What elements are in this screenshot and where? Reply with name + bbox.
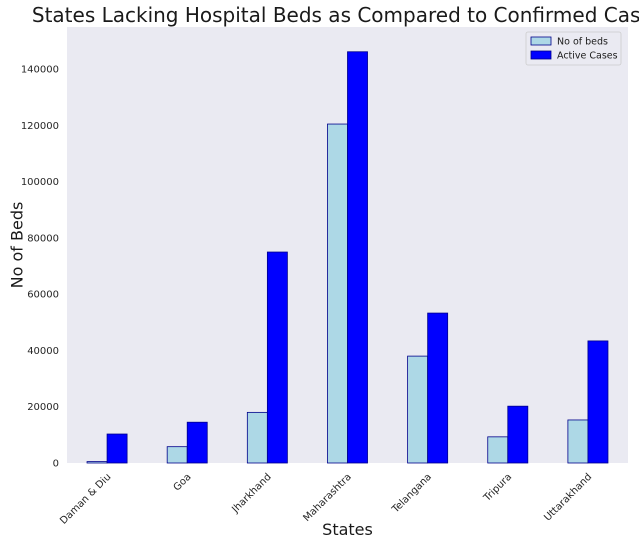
y-axis-label: No of Beds: [8, 202, 27, 289]
legend-label: No of beds: [557, 37, 608, 48]
legend: No of beds Active Cases: [525, 31, 622, 66]
bar-no-of-beds: [86, 461, 108, 464]
bar-active-cases: [106, 433, 128, 464]
bar-active-cases: [266, 251, 288, 464]
x-tick-label: Goa: [172, 472, 194, 494]
bars-group: [86, 51, 609, 464]
bar-active-cases: [507, 405, 529, 464]
y-tick-label: 40000: [27, 346, 59, 357]
bar-active-cases: [347, 51, 368, 464]
legend-swatch: [530, 36, 552, 46]
legend-swatch: [530, 50, 552, 60]
x-tick-label: Maharashtra: [301, 472, 353, 524]
y-tick-label: 60000: [27, 290, 59, 301]
x-tick-label: Jharkhand: [230, 472, 274, 516]
y-tick-label: 0: [53, 459, 59, 470]
x-axis-ticks: Daman & Diu Goa Jharkhand Maharashtra Telang…: [58, 472, 594, 527]
y-tick-label: 20000: [27, 402, 59, 413]
bar-no-of-beds: [487, 436, 509, 464]
bar-no-of-beds: [166, 446, 188, 464]
y-tick-label: 140000: [21, 65, 59, 76]
x-tick-label: Daman & Diu: [58, 472, 113, 527]
x-axis-label: States: [322, 520, 373, 539]
bar-no-of-beds: [407, 355, 429, 464]
y-tick-label: 80000: [27, 233, 59, 244]
bar-no-of-beds: [567, 419, 589, 464]
x-tick-label: Tripura: [481, 472, 514, 505]
y-tick-label: 120000: [21, 121, 59, 132]
y-axis-ticks: 0 20000 40000 60000 80000 100000 120000 140000: [21, 65, 59, 470]
bar-no-of-beds: [246, 411, 268, 464]
x-tick-label: Telangana: [390, 472, 434, 516]
bar-active-cases: [427, 312, 449, 464]
bar-active-cases: [587, 340, 609, 464]
chart-title: States Lacking Hospital Beds as Compared…: [32, 3, 639, 27]
y-tick-label: 100000: [21, 177, 59, 188]
x-tick-label: Uttarakhand: [542, 472, 594, 524]
bar-active-cases: [186, 421, 208, 464]
bar-no-of-beds: [327, 123, 348, 464]
legend-label: Active Cases: [557, 51, 618, 62]
